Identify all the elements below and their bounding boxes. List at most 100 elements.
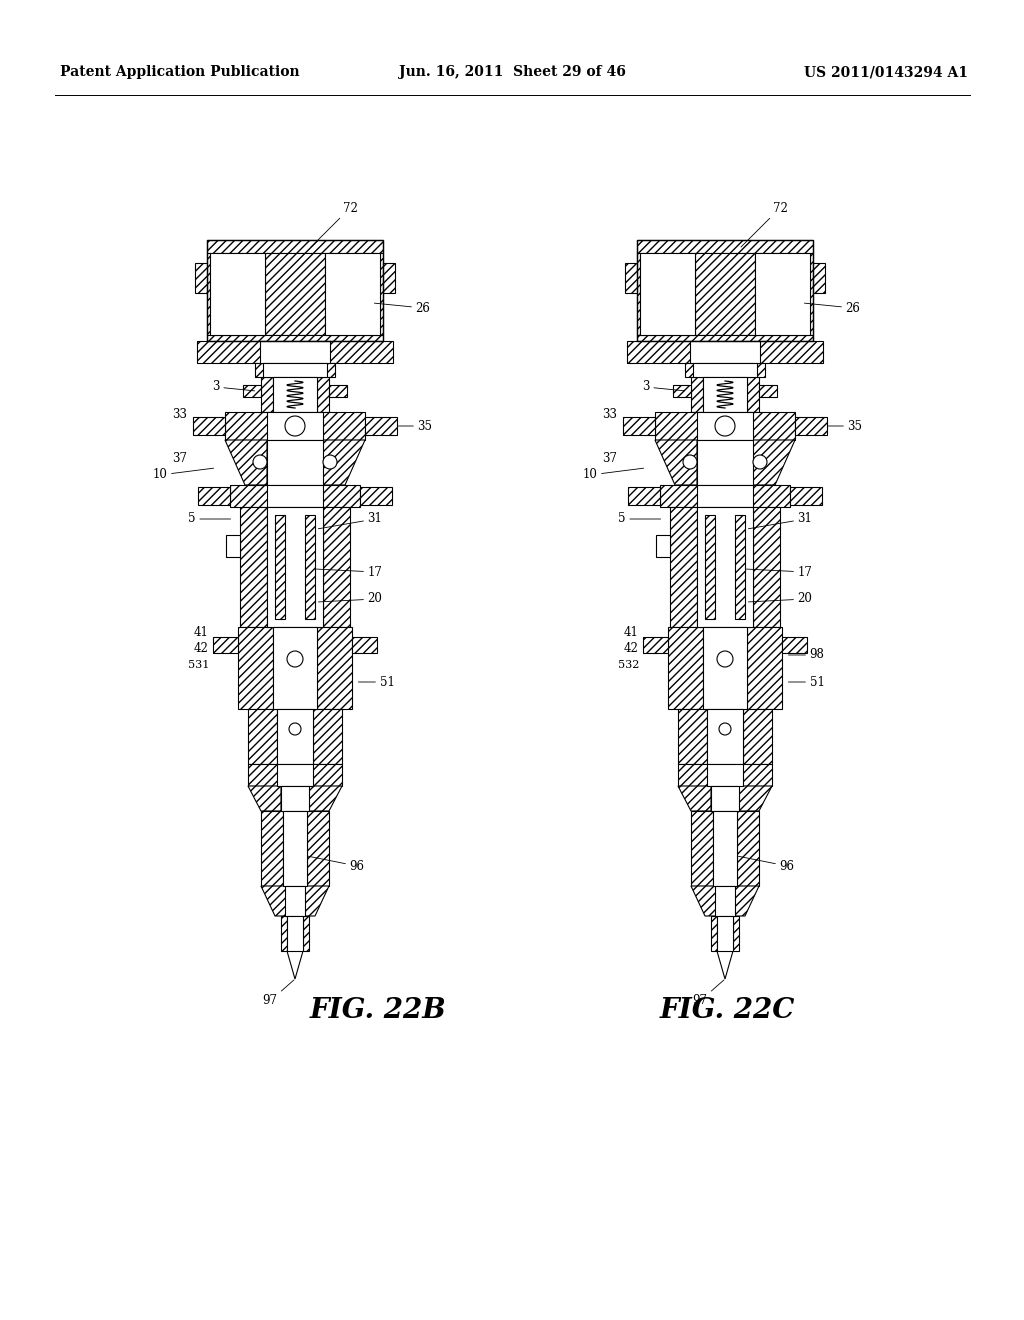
Polygon shape [673,385,691,397]
Polygon shape [627,341,823,363]
Polygon shape [261,810,283,886]
Text: 17: 17 [746,565,812,578]
Text: 72: 72 [741,202,787,247]
Text: 97: 97 [692,979,724,1007]
Bar [260,341,330,363]
Text: 532: 532 [617,660,639,671]
Polygon shape [309,785,342,810]
Text: 37: 37 [602,451,617,465]
Polygon shape [352,638,377,653]
Bar [703,378,746,412]
Text: 97: 97 [262,979,294,1007]
Bar [278,709,313,764]
Polygon shape [746,627,782,709]
Text: 31: 31 [749,512,812,529]
Bar [703,627,746,709]
Bar [711,785,739,810]
Polygon shape [678,709,707,764]
Polygon shape [782,638,807,653]
Polygon shape [733,916,739,950]
Polygon shape [691,886,759,916]
Bar [207,335,383,341]
Polygon shape [691,378,703,412]
Text: 51: 51 [788,676,824,689]
Text: US 2011/0143294 A1: US 2011/0143294 A1 [804,65,968,79]
Bar [263,363,327,378]
Polygon shape [248,785,281,810]
Polygon shape [759,385,777,397]
Polygon shape [643,638,668,653]
Text: 42: 42 [195,643,209,656]
Polygon shape [628,487,660,506]
Bar [637,240,813,253]
Text: 531: 531 [187,660,209,671]
Bar [707,764,743,785]
Polygon shape [813,263,825,293]
Text: 5: 5 [188,512,230,525]
Polygon shape [753,440,795,484]
Polygon shape [705,515,715,619]
Text: 3: 3 [212,380,255,393]
Bar [717,916,733,950]
Polygon shape [323,507,350,627]
Text: 41: 41 [195,626,209,639]
Polygon shape [305,515,315,619]
Bar [267,440,323,484]
Circle shape [683,455,697,469]
Polygon shape [287,950,303,979]
Polygon shape [711,916,717,950]
Bar [697,440,753,484]
Polygon shape [238,627,273,709]
Bar [265,253,325,335]
Circle shape [323,455,337,469]
Text: 35: 35 [828,420,862,433]
Polygon shape [240,507,267,627]
Bar [267,484,323,507]
Bar [278,764,313,785]
Text: 33: 33 [172,408,187,421]
Bar [697,484,753,507]
Text: 96: 96 [738,857,795,873]
Bar [695,253,755,335]
Text: 26: 26 [805,301,860,314]
Polygon shape [743,709,772,764]
Polygon shape [685,363,765,378]
Bar [697,507,753,627]
Text: 96: 96 [308,857,365,873]
Text: 35: 35 [398,420,432,433]
Polygon shape [655,412,795,440]
Polygon shape [668,627,703,709]
Bar [285,886,305,916]
Polygon shape [261,886,329,916]
Circle shape [717,651,733,667]
Polygon shape [735,515,745,619]
Polygon shape [198,487,230,506]
Polygon shape [317,627,352,709]
Polygon shape [193,417,225,436]
Text: 3: 3 [642,380,685,393]
Polygon shape [655,440,697,484]
Polygon shape [307,810,329,886]
Polygon shape [380,253,383,335]
Bar [640,253,695,335]
Text: 20: 20 [318,593,382,606]
Polygon shape [207,253,210,335]
Text: 33: 33 [602,408,617,421]
Text: 5: 5 [618,512,660,525]
Polygon shape [213,638,238,653]
Text: 31: 31 [318,512,382,529]
Bar [210,253,265,335]
Polygon shape [281,916,287,950]
Circle shape [287,651,303,667]
Text: 17: 17 [316,565,382,578]
Polygon shape [248,764,342,785]
Polygon shape [625,263,637,293]
Text: FIG. 22B: FIG. 22B [310,997,446,1023]
Polygon shape [670,507,697,627]
Circle shape [719,723,731,735]
Polygon shape [303,916,309,950]
Polygon shape [660,484,790,507]
Polygon shape [691,810,713,886]
Circle shape [715,416,735,436]
Bar [325,253,380,335]
